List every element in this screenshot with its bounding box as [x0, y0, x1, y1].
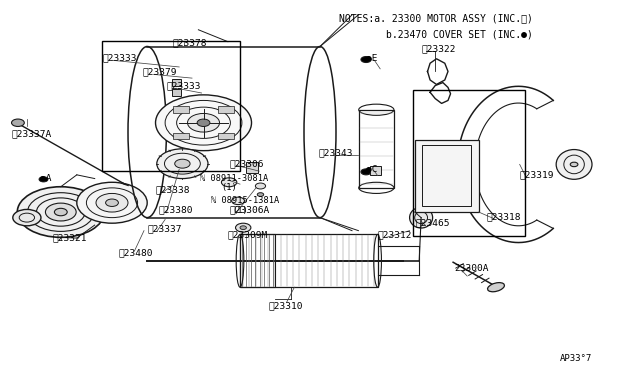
Bar	[173, 106, 189, 113]
Text: AP33°7: AP33°7	[560, 354, 592, 363]
Text: ℕ 08911-3081A: ℕ 08911-3081A	[200, 174, 268, 183]
Bar	[370, 166, 381, 175]
Text: ※23465: ※23465	[416, 219, 451, 228]
Text: ※23309M: ※23309M	[227, 231, 268, 240]
Text: (1): (1)	[232, 206, 248, 215]
Circle shape	[240, 226, 246, 230]
Text: ※23333: ※23333	[102, 53, 137, 62]
Text: ※23321: ※23321	[52, 234, 87, 243]
Circle shape	[39, 177, 48, 182]
Circle shape	[361, 57, 371, 62]
Text: NOTES:a. 23300 MOTOR ASSY (INC.※): NOTES:a. 23300 MOTOR ASSY (INC.※)	[339, 13, 533, 23]
Ellipse shape	[410, 207, 433, 228]
Circle shape	[188, 113, 220, 132]
Bar	[218, 132, 234, 139]
Circle shape	[77, 182, 147, 223]
Bar	[240, 234, 378, 287]
Text: (1): (1)	[221, 183, 237, 192]
Text: ※23312: ※23312	[378, 231, 412, 240]
Circle shape	[257, 193, 264, 196]
Bar	[102, 41, 240, 171]
Text: ※23306: ※23306	[229, 159, 264, 168]
Text: ※23337: ※23337	[147, 224, 182, 233]
Bar	[218, 106, 234, 113]
Bar	[359, 110, 394, 188]
Circle shape	[17, 187, 104, 237]
Circle shape	[13, 209, 41, 226]
Bar	[172, 89, 181, 96]
Circle shape	[45, 203, 76, 221]
Circle shape	[175, 159, 190, 168]
Ellipse shape	[488, 283, 504, 292]
Bar	[172, 79, 181, 86]
Text: ●E: ●E	[366, 53, 378, 62]
Text: ※23306A: ※23306A	[229, 206, 269, 215]
Text: 23300A: 23300A	[454, 264, 489, 273]
Circle shape	[54, 208, 67, 216]
Text: ℕ 08915-1381A: ℕ 08915-1381A	[211, 196, 280, 205]
Circle shape	[197, 119, 210, 126]
Circle shape	[106, 199, 118, 206]
Circle shape	[96, 193, 128, 212]
Text: ※23338: ※23338	[156, 185, 190, 194]
Circle shape	[361, 169, 371, 175]
Bar	[173, 132, 189, 139]
Text: ※23480: ※23480	[118, 248, 153, 257]
Text: ※23380: ※23380	[159, 206, 193, 215]
Text: ※23318: ※23318	[486, 212, 521, 221]
Circle shape	[221, 178, 237, 187]
Ellipse shape	[556, 150, 592, 179]
Circle shape	[255, 183, 266, 189]
Text: ※23310: ※23310	[269, 301, 303, 310]
Text: ※23322: ※23322	[421, 44, 456, 53]
Text: ※23343: ※23343	[319, 148, 353, 157]
Bar	[413, 90, 525, 236]
Text: ※23337A: ※23337A	[12, 129, 52, 138]
Text: ※23319: ※23319	[520, 170, 554, 179]
Circle shape	[236, 223, 251, 232]
Text: ●A: ●A	[40, 174, 51, 183]
Text: ※23378: ※23378	[173, 38, 207, 47]
Text: ※23333: ※23333	[166, 81, 201, 90]
Text: ※23379: ※23379	[142, 67, 177, 76]
Bar	[240, 234, 275, 287]
Text: b.23470 COVER SET (INC.●): b.23470 COVER SET (INC.●)	[339, 30, 533, 40]
Circle shape	[12, 119, 24, 126]
Text: ●C: ●C	[366, 165, 378, 174]
Circle shape	[570, 162, 578, 167]
Circle shape	[156, 95, 252, 151]
Circle shape	[157, 149, 208, 179]
Bar	[422, 145, 471, 206]
Circle shape	[232, 197, 244, 205]
Bar	[246, 162, 258, 173]
Bar	[415, 140, 479, 212]
